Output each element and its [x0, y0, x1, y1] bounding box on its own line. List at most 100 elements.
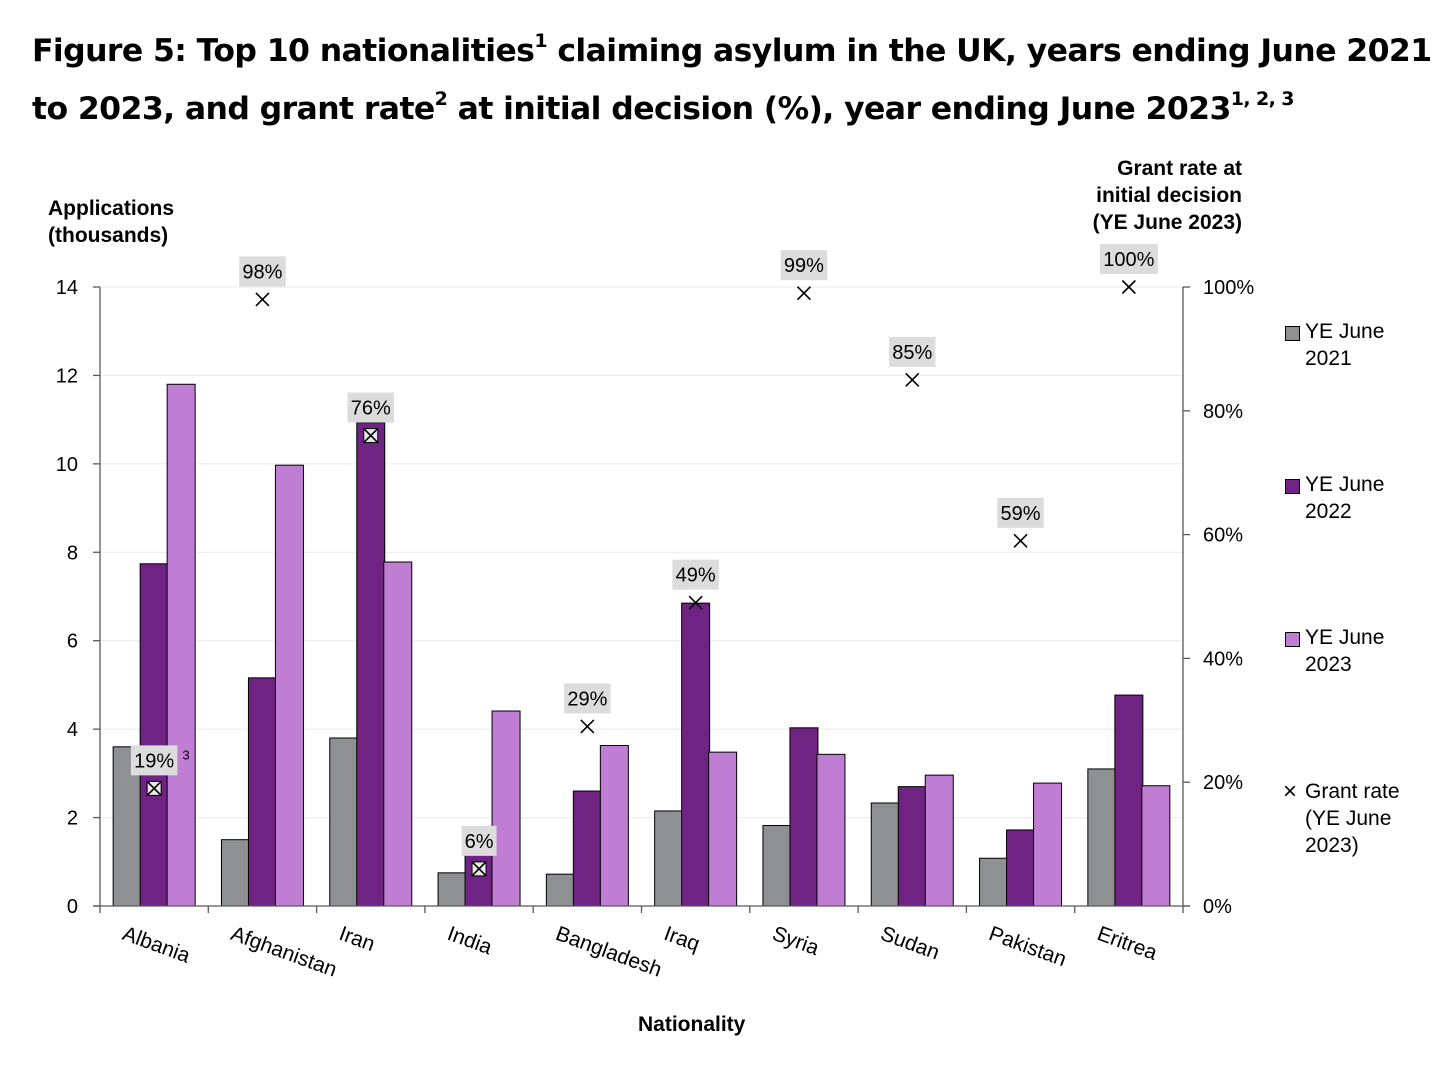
- legend-swatch-2022: [1285, 479, 1300, 494]
- grant-rate-label-pakistan: 59%: [1001, 503, 1041, 525]
- legend-label-2022-line-1: YE June: [1305, 473, 1385, 496]
- y-left-tick-label: 0: [67, 896, 78, 918]
- y-left-tick-label: 14: [56, 277, 78, 299]
- grant-rate-marker-syria: [796, 286, 812, 301]
- title-footnote-1: 1: [534, 29, 547, 52]
- bar-ye-june-2023-syria: [816, 753, 846, 907]
- legend-label-2023-line-1: YE June: [1305, 626, 1385, 649]
- grant-rate-label-bg: [672, 559, 719, 590]
- bar-ye-june-2023-bangladesh: [599, 745, 629, 907]
- y-right-tick-label: 80%: [1203, 401, 1243, 423]
- y-right-tick-label: 40%: [1203, 648, 1243, 670]
- chart-title: Figure 5: Top 10 nationalities1 claiming…: [32, 22, 1432, 138]
- y-left-tick-label: 2: [67, 808, 78, 830]
- x-tick-label-iran: Iran: [336, 922, 378, 956]
- bar-ye-june-2021-sudan: [870, 802, 900, 907]
- grant-rate-label-iraq: 49%: [676, 565, 716, 587]
- bar-ye-june-2023-eritrea: [1141, 785, 1171, 907]
- legend-label-2021-line-1: YE June: [1305, 320, 1385, 343]
- grant-rate-label-eritrea: 100%: [1103, 249, 1154, 271]
- grant-rate-footnote: 3: [182, 747, 189, 762]
- grant-rate-label-syria: 99%: [784, 255, 824, 277]
- legend-label-2021-line-2: 2021: [1305, 347, 1352, 370]
- bar-ye-june-2022-iraq: [681, 602, 711, 907]
- bar-ye-june-2022-afghanistan: [247, 677, 277, 907]
- legend-label-grant-line-2: (YE June: [1305, 807, 1392, 830]
- grant-rate-label-sudan: 85%: [892, 342, 932, 364]
- title-part-3: at initial decision (%), year ending Jun…: [447, 91, 1232, 127]
- bar-ye-june-2021-eritrea: [1087, 768, 1117, 907]
- grant-rate-label-bg: [889, 336, 936, 367]
- grant-rate-marker-iran: [363, 428, 378, 443]
- bar-ye-june-2022-syria: [789, 727, 819, 907]
- bar-ye-june-2021-iran: [329, 737, 359, 907]
- bar-ye-june-2022-iran: [356, 422, 386, 907]
- grant-rate-label-iran: 76%: [351, 398, 391, 420]
- bar-ye-june-2022-pakistan: [1006, 829, 1036, 907]
- y-left-tick-label: 12: [56, 365, 78, 387]
- legend-label-grant-line-1: Grant rate: [1305, 780, 1400, 803]
- x-tick-label-sudan: Sudan: [878, 922, 943, 964]
- grant-rate-marker-iraq: [688, 595, 703, 610]
- grant-rate-label-albania: 19%: [134, 750, 174, 772]
- legend-label-2022-line-2: 2022: [1305, 500, 1352, 523]
- y-left-tick-label: 6: [67, 631, 78, 653]
- grant-rate-label-bg: [347, 392, 394, 423]
- y-right-axis-title-line-3: (YE June 2023): [1092, 211, 1242, 234]
- grant-rate-label-bg: [1099, 244, 1158, 274]
- y-right-tick-label: 0%: [1203, 896, 1232, 918]
- grant-rate-label-bg: [780, 250, 828, 281]
- bar-ye-june-2021-syria: [762, 825, 792, 907]
- bar-ye-june-2022-india: [464, 848, 494, 907]
- bar-ye-june-2022-bangladesh: [572, 790, 602, 907]
- y-right-tick-label: 20%: [1203, 772, 1243, 794]
- grant-rate-label-india: 6%: [465, 831, 494, 853]
- bar-ye-june-2023-iran: [383, 561, 413, 907]
- y-left-tick-label: 10: [56, 454, 78, 476]
- y-left-axis-title: Applications (thousands): [48, 195, 174, 249]
- title-footnote-2: 2: [434, 87, 448, 110]
- bar-ye-june-2021-iraq: [654, 810, 684, 907]
- bar-ye-june-2023-afghanistan: [274, 464, 304, 907]
- grant-rate-marker-afghanistan: [255, 292, 270, 307]
- grant-rate-marker-albania: [147, 781, 162, 796]
- x-tick-label-bangladesh: Bangladesh: [553, 922, 665, 982]
- grant-rate-label-bg: [564, 683, 611, 714]
- grant-rate-marker-sudan: [905, 372, 920, 387]
- legend-label-grant-line-3: 2023): [1305, 834, 1359, 857]
- y-right-axis-title-line-2: initial decision: [1096, 184, 1242, 207]
- grant-rate-marker-india: [471, 861, 487, 876]
- bar-ye-june-2022-albania: [139, 563, 169, 907]
- y-left-tick-label: 8: [67, 542, 78, 564]
- x-axis-title: Nationality: [638, 1013, 746, 1036]
- bar-ye-june-2021-pakistan: [979, 857, 1009, 907]
- bar-ye-june-2021-afghanistan: [220, 839, 250, 907]
- legend-swatch-2021: [1285, 326, 1300, 341]
- x-tick-label-pakistan: Pakistan: [986, 922, 1070, 971]
- y-left-axis-title-line-2: (thousands): [48, 224, 169, 247]
- bar-ye-june-2022-sudan: [897, 786, 927, 907]
- grant-rate-label-bangladesh: 29%: [567, 688, 607, 710]
- y-right-axis-title-line-1: Grant rate at: [1117, 157, 1242, 180]
- bar-ye-june-2023-india: [491, 710, 521, 907]
- x-tick-label-india: India: [444, 922, 495, 959]
- legend-label-2023-line-2: 2023: [1305, 653, 1352, 676]
- x-tick-label-albania: Albania: [119, 922, 193, 968]
- y-right-tick-label: 100%: [1203, 277, 1254, 299]
- grant-rate-label-bg: [130, 745, 178, 776]
- bar-ye-june-2021-bangladesh: [545, 873, 575, 907]
- bar-ye-june-2023-sudan: [924, 774, 954, 907]
- grant-rate-label-bg: [997, 497, 1044, 528]
- bar-ye-june-2023-pakistan: [1033, 782, 1063, 907]
- x-tick-label-iraq: Iraq: [661, 922, 703, 956]
- y-right-tick-label: 60%: [1203, 525, 1243, 547]
- title-footnote-3: 1, 2, 3: [1230, 87, 1295, 110]
- grant-rate-label-bg: [239, 256, 286, 287]
- bar-ye-june-2023-iraq: [708, 751, 738, 907]
- bar-ye-june-2021-india: [437, 872, 467, 907]
- legend-cross-icon: ×: [1283, 778, 1298, 805]
- grant-rate-marker-bangladesh: [580, 719, 595, 734]
- bar-ye-june-2022-eritrea: [1114, 694, 1144, 907]
- grant-rate-marker-eritrea: [1121, 279, 1136, 295]
